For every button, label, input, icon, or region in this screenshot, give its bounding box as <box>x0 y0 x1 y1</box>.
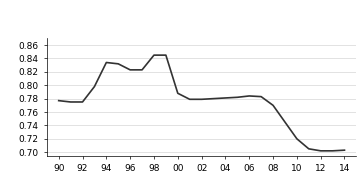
Text: Arizona’s Total Employment as a Share of Population Aged 18–64: Arizona’s Total Employment as a Share of… <box>0 14 360 24</box>
